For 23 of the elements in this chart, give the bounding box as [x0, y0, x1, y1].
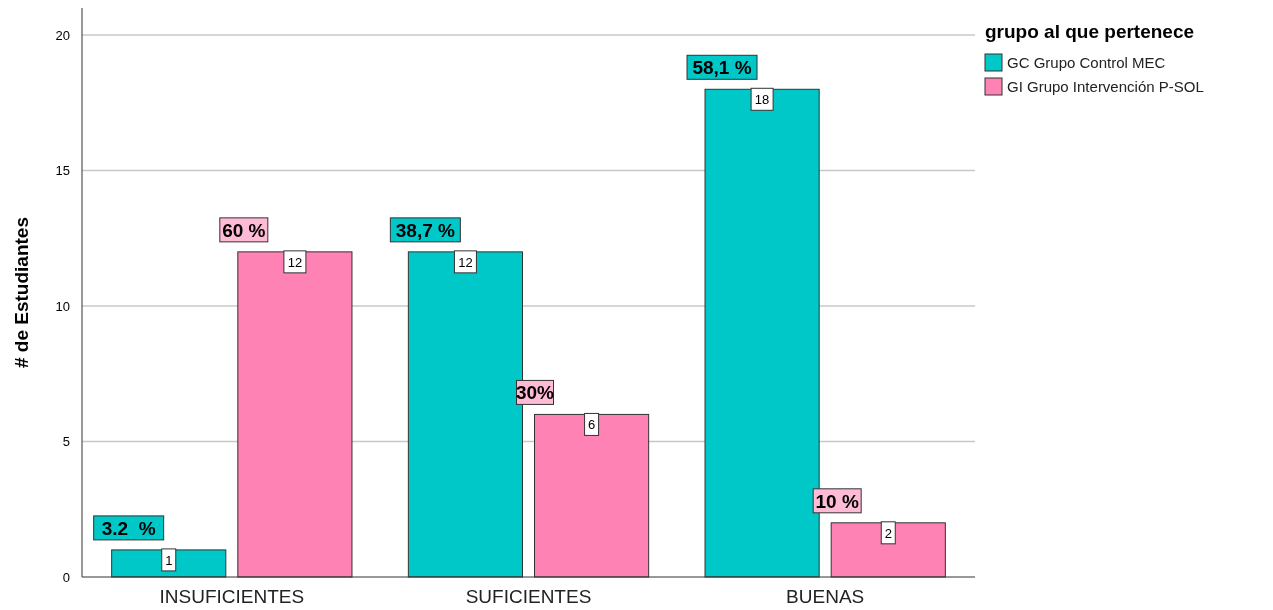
data-label: 6 — [587, 417, 596, 433]
y-tick-label: 0 — [62, 569, 70, 585]
data-label: 12 — [458, 254, 473, 270]
legend-title: grupo al que pertenece — [985, 21, 1195, 42]
data-label: 1 — [165, 552, 173, 568]
y-axis-title: # de Estudiantes — [11, 217, 32, 368]
annotation: 10 % — [815, 490, 859, 512]
x-tick-label: SUFICIENTES — [465, 586, 592, 607]
annotation: 58,1 % — [692, 57, 752, 79]
y-tick-label: 5 — [62, 434, 70, 450]
annotation: 3.2 % — [101, 517, 156, 539]
y-tick-label: 15 — [55, 163, 70, 179]
data-label: 2 — [884, 525, 892, 541]
y-tick-label: 10 — [55, 298, 70, 314]
data-label: 18 — [754, 92, 770, 108]
x-tick-label: BUENAS — [786, 586, 865, 607]
y-tick-label: 20 — [55, 27, 70, 43]
x-tick-label: INSUFICIENTES — [159, 586, 305, 607]
annotation: 60 % — [222, 219, 266, 241]
legend-label: GI Grupo Intervención P-SOL — [1007, 78, 1204, 95]
annotation: 38,7 % — [395, 219, 456, 241]
legend-label: GC Grupo Control MEC — [1007, 54, 1166, 71]
data-label: 12 — [287, 254, 303, 270]
